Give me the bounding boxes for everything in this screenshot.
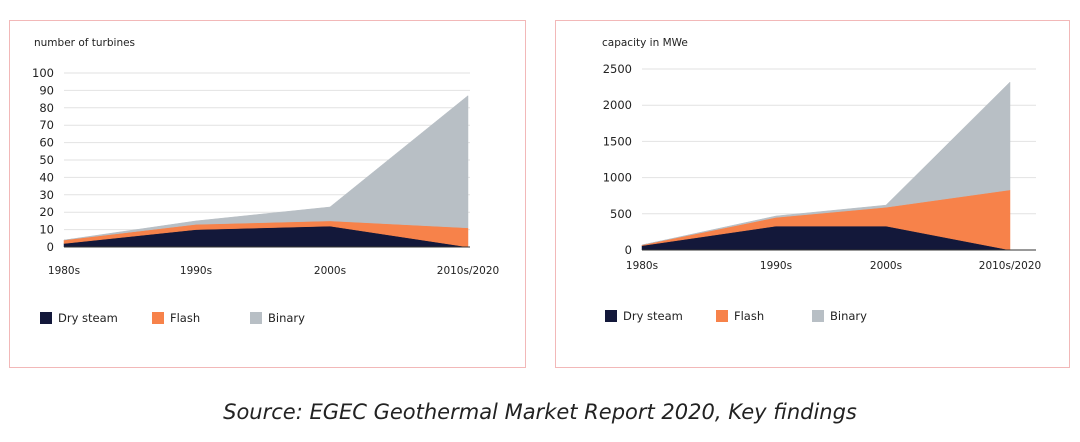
legend-swatch <box>716 310 728 322</box>
legend-label: Dry steam <box>623 309 683 323</box>
chart-panel-turbines: number of turbines 100 90 80 70 60 50 40 30 20 10 0… <box>9 20 526 368</box>
legend-swatch <box>152 312 164 324</box>
y-tick-label: 500 <box>610 207 632 221</box>
x-tick-label: 1990s <box>760 260 792 272</box>
y-tick-label: 1500 <box>603 134 632 148</box>
y-tick-label: 50 <box>39 153 54 167</box>
legend-swatch <box>605 310 617 322</box>
x-tick-label: 2010s/2020 <box>437 265 499 277</box>
y-tick-label: 10 <box>39 223 54 237</box>
chart-turbines: number of turbines1009080706050403020100… <box>32 37 499 325</box>
y-tick-label: 100 <box>32 66 54 80</box>
legend-label: Flash <box>170 311 200 325</box>
x-tick-label: 2010s/2020 <box>979 260 1041 272</box>
y-tick-label: 90 <box>39 83 54 97</box>
y-tick-label: 2500 <box>603 62 632 76</box>
y-tick-label: 30 <box>39 188 54 202</box>
y-tick-label: 1000 <box>603 171 632 185</box>
legend-swatch <box>40 312 52 324</box>
x-tick-label: 1980s <box>626 260 658 272</box>
y-tick-label: 2000 <box>603 98 632 112</box>
legend-label: Dry steam <box>58 311 118 325</box>
source-caption: Source: EGEC Geothermal Market Report 20… <box>223 400 857 424</box>
legend-label: Binary <box>830 309 867 323</box>
area-binary <box>641 81 1011 246</box>
legend-label: Flash <box>734 309 764 323</box>
y-tick-label: 0 <box>47 240 54 254</box>
y-tick-label: 80 <box>39 101 54 115</box>
legend-swatch <box>250 312 262 324</box>
x-tick-label: 1990s <box>180 265 212 277</box>
y-tick-label: 0 <box>625 243 632 257</box>
legend-swatch <box>812 310 824 322</box>
x-tick-label: 1980s <box>48 265 80 277</box>
y-tick-label: 70 <box>39 118 54 132</box>
chart-title: capacity in MWe <box>602 37 688 49</box>
x-tick-label: 2000s <box>870 260 902 272</box>
y-tick-label: 40 <box>39 170 54 184</box>
legend-label: Binary <box>268 311 305 325</box>
x-tick-label: 2000s <box>314 265 346 277</box>
y-tick-label: 20 <box>39 205 54 219</box>
y-tick-label: 60 <box>39 136 54 150</box>
chart-panel-capacity: capacity in MWe 2500 2000 1500 1000 500 0 1980s… <box>555 20 1070 368</box>
chart-capacity: capacity in MWe 2500 2000 1500 1000 500 0 1980s… <box>602 37 1041 323</box>
area-binary <box>63 95 469 241</box>
chart-title: number of turbines <box>34 37 135 49</box>
